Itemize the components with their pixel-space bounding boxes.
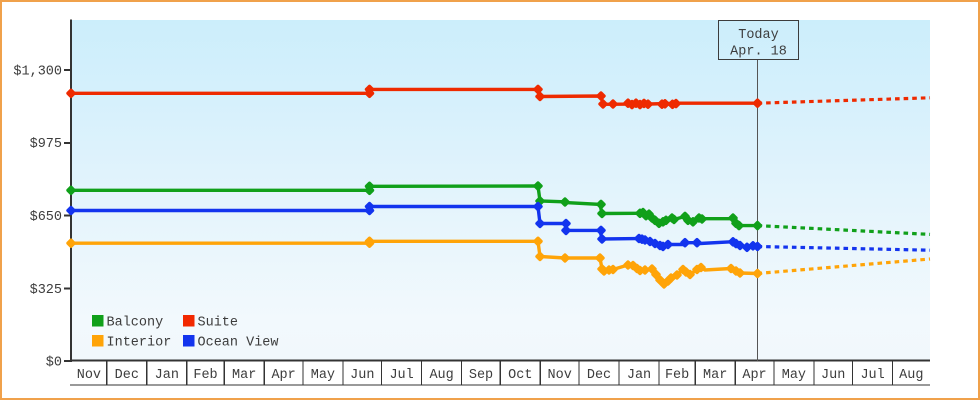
svg-text:Mar: Mar <box>703 368 727 383</box>
svg-text:Apr: Apr <box>742 368 766 383</box>
svg-text:$325: $325 <box>30 283 62 298</box>
svg-text:May: May <box>311 368 335 383</box>
svg-text:Jul: Jul <box>860 368 884 383</box>
svg-text:Dec: Dec <box>587 368 611 383</box>
svg-text:Jun: Jun <box>821 368 845 383</box>
svg-text:May: May <box>782 368 806 383</box>
svg-text:Mar: Mar <box>232 368 256 383</box>
svg-text:Apr: Apr <box>271 368 295 383</box>
svg-text:Feb: Feb <box>193 368 217 383</box>
svg-text:$975: $975 <box>30 137 62 152</box>
svg-text:$1,300: $1,300 <box>13 65 62 80</box>
svg-text:Suite: Suite <box>198 316 239 331</box>
svg-text:Oct: Oct <box>508 368 532 383</box>
svg-text:Jun: Jun <box>350 368 374 383</box>
svg-text:Jul: Jul <box>389 368 413 383</box>
svg-text:Today: Today <box>738 28 779 43</box>
svg-text:Dec: Dec <box>115 368 139 383</box>
svg-text:Aug: Aug <box>899 368 923 383</box>
svg-text:Feb: Feb <box>665 368 689 383</box>
svg-text:$0: $0 <box>46 356 62 371</box>
svg-text:Sep: Sep <box>469 368 493 383</box>
svg-text:Nov: Nov <box>548 368 572 383</box>
svg-text:Aug: Aug <box>429 368 453 383</box>
svg-text:Apr. 18: Apr. 18 <box>730 45 787 60</box>
svg-text:Balcony: Balcony <box>107 316 164 331</box>
svg-text:Ocean View: Ocean View <box>198 336 279 351</box>
svg-text:Jan: Jan <box>155 368 179 383</box>
svg-text:Nov: Nov <box>77 368 101 383</box>
svg-text:Interior: Interior <box>107 336 172 351</box>
svg-text:Jan: Jan <box>627 368 651 383</box>
svg-text:$650: $650 <box>30 210 62 225</box>
